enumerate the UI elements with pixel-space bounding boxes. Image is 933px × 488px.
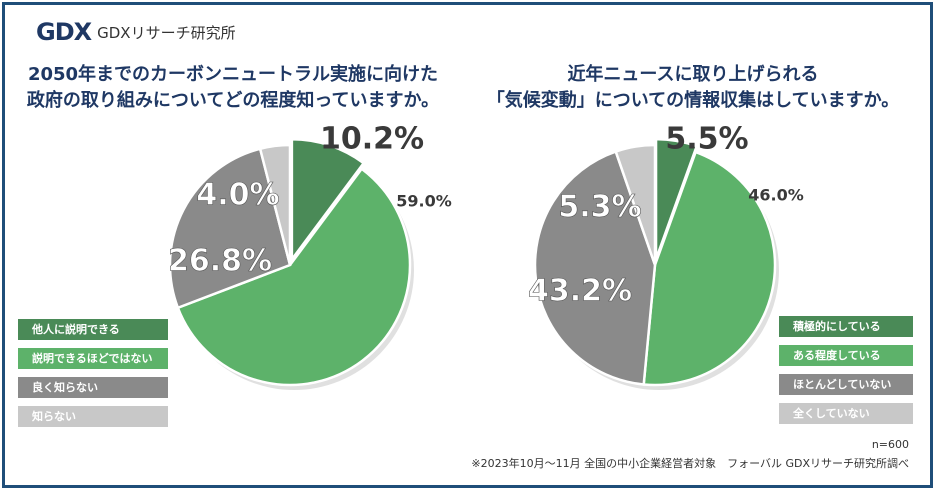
source-note: ※2023年10月～11月 全国の中小企業経営者対象 フォーバル GDXリサーチ… [471, 457, 909, 470]
pie-1-slice-3 [614, 143, 657, 266]
pie-0-slice-3 [258, 143, 292, 266]
pie-1-slice-0 [654, 137, 699, 260]
right-legend: 積極的にしている ある程度している ほとんどしていない 全くしていない [779, 316, 913, 432]
logo-mark: GDX [36, 18, 92, 46]
pie-1-label-1: 46.0% [748, 186, 804, 205]
pie-0-slice-0 [290, 138, 366, 264]
right-chart-title: 近年ニュースに取り上げられる 「気候変動」についての情報収集はしていますか。 [478, 62, 908, 114]
left-chart-title-line2: 政府の取り組みについてどの程度知っていますか。 [26, 90, 440, 111]
pie-1-label-2: 43.2% [528, 274, 632, 309]
right-legend-item-3: 全くしていない [779, 403, 913, 424]
pie-0-label-0: 10.2% [320, 122, 424, 157]
right-chart-title-line1: 近年ニュースに取り上げられる [567, 64, 819, 85]
pie-0-label-3: 4.0% [196, 178, 279, 213]
pie-1-slice-2 [533, 150, 657, 386]
left-legend-item-1: 説明できるほどではない [18, 348, 168, 369]
pie-0-label-1: 59.0% [396, 192, 452, 211]
pie-1-label-0: 5.5% [665, 122, 748, 157]
left-legend-item-0: 他人に説明できる [18, 319, 168, 340]
pie-0: 10.2% 59.0% 26.8% 4.0% [168, 122, 452, 390]
right-legend-item-0: 積極的にしている [779, 316, 913, 337]
logo: GDX GDXリサーチ研究所 [36, 18, 236, 46]
left-chart-title-line1: 2050年までのカーボンニュートラル実施に向けた [27, 64, 439, 85]
sample-size: n=600 [871, 438, 909, 451]
left-legend-item-3: 知らない [18, 406, 168, 427]
pie-1: 5.5% 46.0% 43.2% 5.3% [528, 122, 804, 390]
pie-0-label-2: 26.8% [168, 244, 272, 279]
right-legend-item-2: ほとんどしていない [779, 374, 913, 395]
left-legend-item-2: 良く知らない [18, 377, 168, 398]
logo-text: GDXリサーチ研究所 [97, 23, 236, 42]
pie-0-slice-2 [168, 147, 292, 310]
pie-1-slice-1 [642, 150, 777, 387]
right-legend-item-1: ある程度している [779, 345, 913, 366]
pie-0-slice-1 [176, 167, 412, 387]
pie-1-label-3: 5.3% [558, 190, 641, 225]
left-chart-title: 2050年までのカーボンニュートラル実施に向けた 政府の取り組みについてどの程度… [18, 62, 448, 114]
right-chart-title-line2: 「気候変動」についての情報収集はしていますか。 [486, 90, 900, 111]
left-legend: 他人に説明できる 説明できるほどではない 良く知らない 知らない [18, 319, 168, 435]
